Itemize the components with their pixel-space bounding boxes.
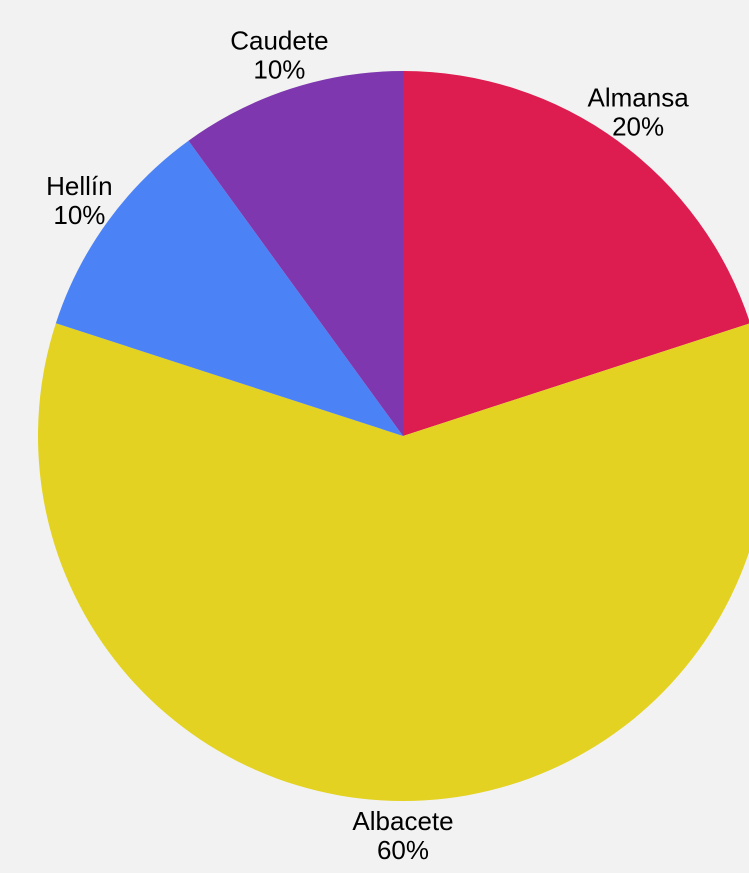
slice-value: 10% [53, 200, 105, 230]
slice-value: 10% [253, 55, 305, 85]
slice-name: Caudete [230, 26, 328, 56]
pie-slice-caudete [188, 71, 403, 436]
slice-name: Albacete [352, 806, 453, 836]
slice-label-almansa: Almansa 20% [588, 82, 690, 141]
slice-value: 20% [612, 111, 664, 141]
pie-slice-albacete [38, 323, 749, 801]
slice-label-hellin: Hellín 10% [46, 171, 112, 230]
pie-slice-hellin [55, 140, 403, 436]
pie-slices [38, 71, 749, 801]
pie-labels: Almansa 20%Albacete 60%Hellín 10%Caudete 10% [46, 26, 689, 865]
slice-value: 60% [377, 835, 429, 865]
slice-name: Almansa [588, 82, 690, 112]
pie-slice-almansa [403, 71, 749, 436]
slice-label-caudete: Caudete 10% [230, 26, 328, 85]
slice-name: Hellín [46, 171, 112, 201]
slice-label-albacete: Albacete 60% [352, 806, 453, 865]
